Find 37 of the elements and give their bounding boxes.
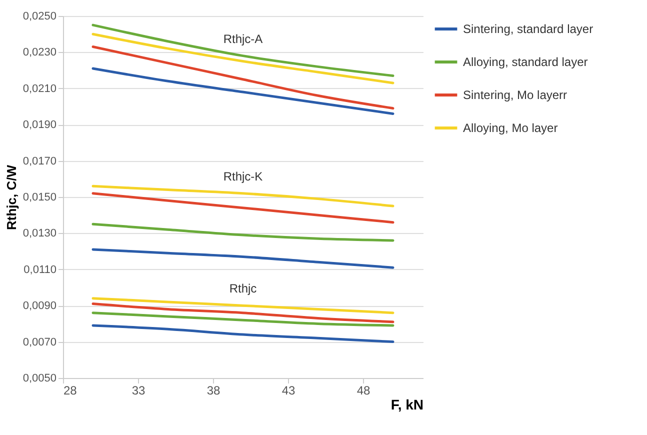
- x-tick-label: 38: [206, 384, 220, 398]
- legend-label: Sintering, standard layer: [463, 22, 594, 36]
- annotation: Rthjc-K: [223, 169, 263, 184]
- y-axis-title: Rthjc, C/W: [4, 164, 19, 230]
- x-tick-label: 43: [282, 384, 296, 398]
- x-tick-label: 48: [356, 384, 370, 398]
- x-axis-title: F, kN: [390, 396, 424, 412]
- line-series: [92, 32, 394, 84]
- y-tick-label: 0,0150: [22, 192, 56, 204]
- annotation: Rthjc: [229, 282, 257, 296]
- y-tick-label: 0,0130: [22, 228, 56, 240]
- x-tick-label: 33: [132, 384, 146, 398]
- y-tick-label: 0,0230: [22, 46, 56, 59]
- y-tick-label: 0,0210: [22, 82, 56, 95]
- line-series: [92, 324, 394, 344]
- line-series: [92, 67, 394, 115]
- y-tick-label: 0,0050: [22, 372, 56, 384]
- line-series: [92, 184, 394, 208]
- legend-label: Alloying, Mo layer: [463, 121, 558, 135]
- legend-label: Alloying, standard layer: [463, 55, 588, 69]
- line-series: [92, 297, 394, 314]
- line-series: [92, 222, 394, 242]
- annotation: Rthjc-A: [223, 32, 263, 46]
- line-series: [92, 312, 394, 327]
- line-series: [92, 302, 394, 324]
- y-tick-label: 0,0170: [22, 155, 56, 168]
- legend-label: Sintering, Mo layerr: [463, 88, 568, 102]
- line-series: [92, 248, 394, 269]
- y-tick-label: 0,0190: [22, 119, 56, 132]
- x-tick-label: 28: [64, 384, 78, 398]
- y-tick-label: 0,0250: [22, 10, 56, 22]
- y-tick-label: 0,0090: [22, 300, 56, 312]
- y-tick-label: 0,0110: [24, 264, 56, 276]
- line-series: [92, 46, 394, 110]
- y-tick-label: 0,0070: [22, 336, 56, 348]
- line-series: [92, 192, 394, 224]
- line-series: [92, 24, 394, 77]
